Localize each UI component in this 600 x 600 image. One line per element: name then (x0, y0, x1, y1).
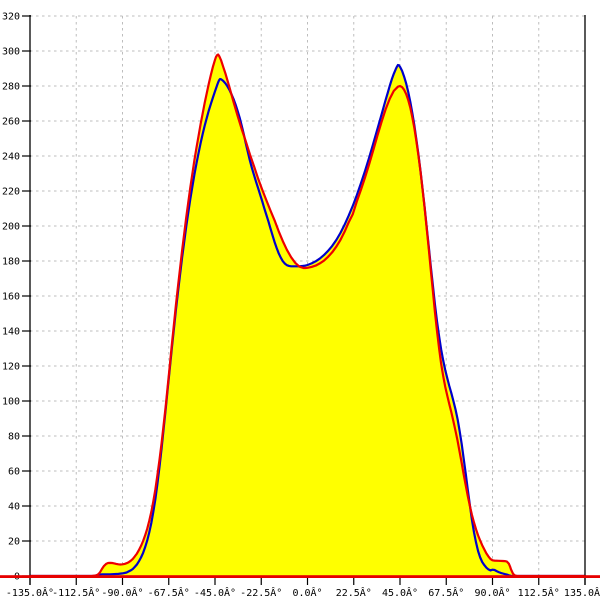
x-tick-label: -67.5Â° (148, 586, 190, 599)
x-tick-label: 0.0Â° (292, 586, 322, 599)
x-tick-label: -22.5Â° (240, 586, 282, 599)
x-tick-label: -90.0Â° (101, 586, 143, 599)
y-tick-label: 240 (2, 152, 20, 163)
x-tick-label: 67.5Â° (428, 586, 464, 599)
y-tick-label: 220 (2, 187, 20, 198)
x-tick-label: 112.5Â° (518, 586, 560, 599)
x-tick-label: -112.5Â° (52, 586, 100, 599)
x-tick-label: 135.0Â° (564, 586, 600, 599)
y-tick-label: 200 (2, 222, 20, 233)
axes-layer: 0204060801001201401601802002202402602803… (2, 12, 600, 600)
x-tick-label: 45.0Â° (382, 586, 418, 599)
y-tick-label: 20 (8, 537, 20, 548)
y-tick-label: 140 (2, 327, 20, 338)
y-tick-label: 160 (2, 292, 20, 303)
y-tick-label: 60 (8, 467, 20, 478)
x-tick-label: -45.0Â° (194, 586, 236, 599)
y-tick-label: 40 (8, 502, 20, 513)
y-tick-label: 120 (2, 362, 20, 373)
yellow-area (30, 54, 585, 576)
y-tick-label: 320 (2, 12, 20, 23)
x-tick-label: -135.0Â° (6, 586, 54, 599)
y-tick-label: 100 (2, 397, 20, 408)
x-tick-label: 22.5Â° (336, 586, 372, 599)
x-tick-label: 90.0Â° (474, 586, 510, 599)
y-tick-label: 260 (2, 117, 20, 128)
zero-baseline (0, 575, 600, 578)
y-tick-label: 280 (2, 82, 20, 93)
y-tick-label: 180 (2, 257, 20, 268)
y-tick-label: 300 (2, 47, 20, 58)
y-tick-label: 80 (8, 432, 20, 443)
red-curve (28, 53, 587, 578)
